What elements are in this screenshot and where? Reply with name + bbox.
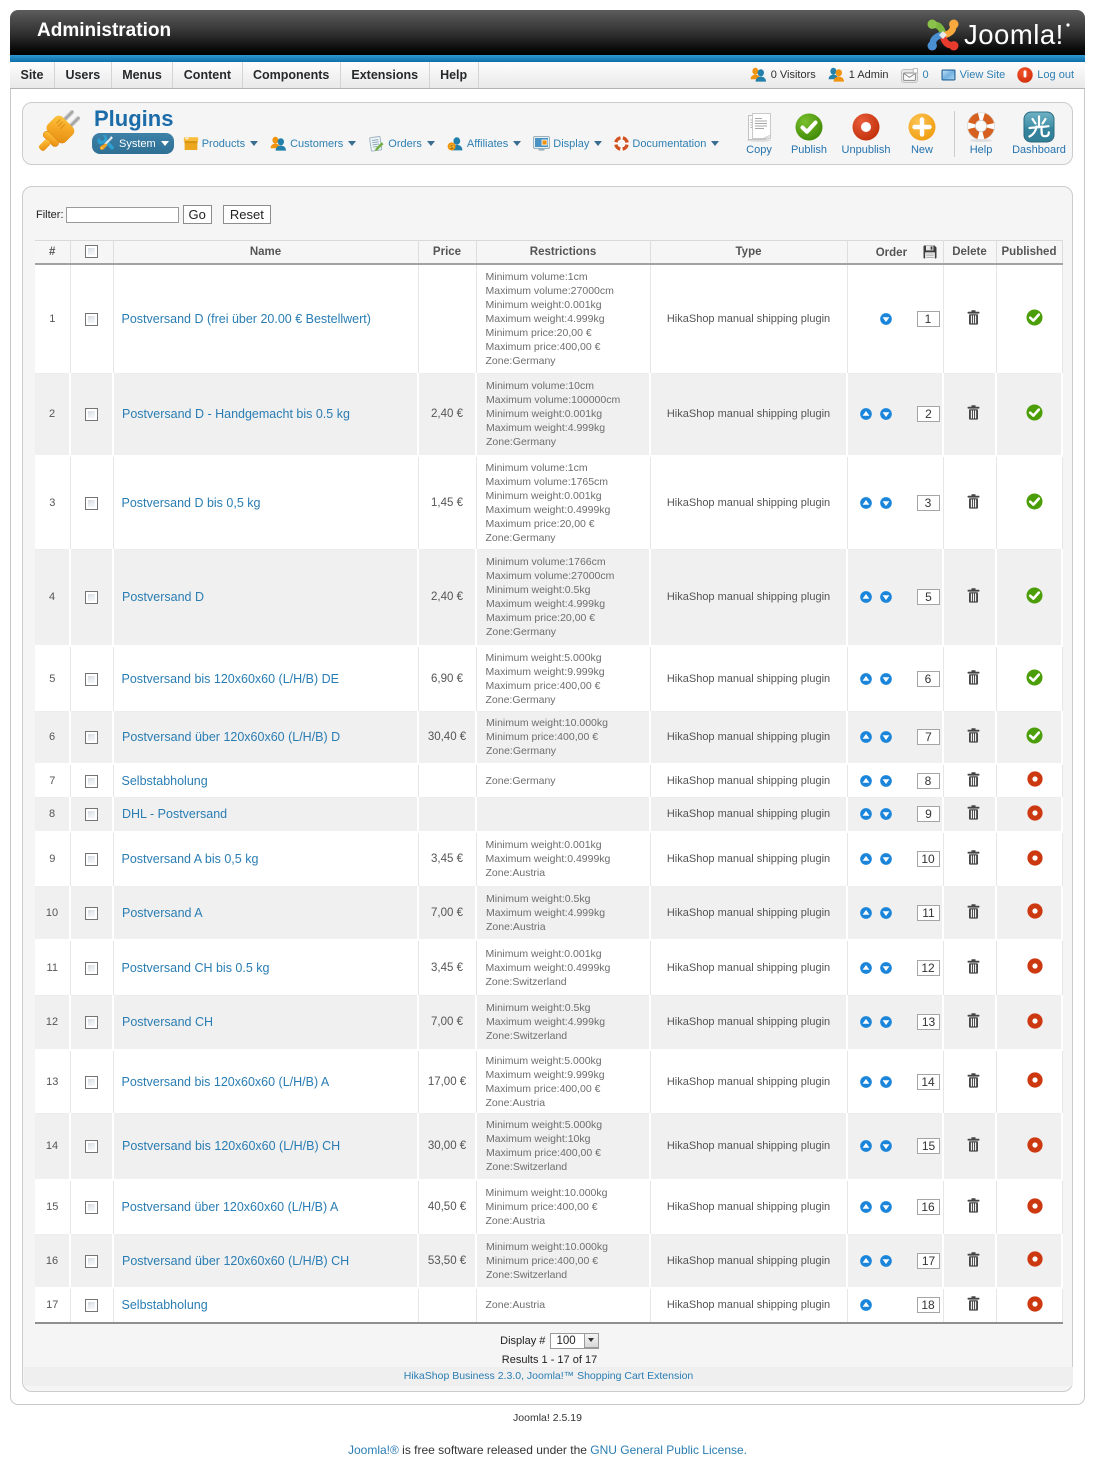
svg-text:Joomla!: Joomla!: [964, 19, 1064, 50]
svg-text:$: $: [450, 145, 453, 151]
